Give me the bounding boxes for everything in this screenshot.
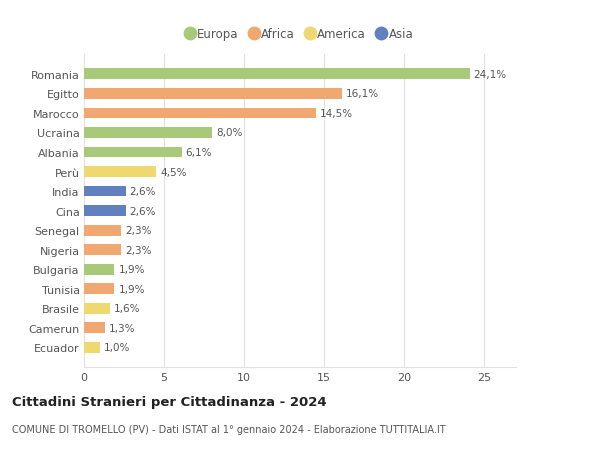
Bar	[84, 128, 212, 139]
Text: COMUNE DI TROMELLO (PV) - Dati ISTAT al 1° gennaio 2024 - Elaborazione TUTTITALI: COMUNE DI TROMELLO (PV) - Dati ISTAT al …	[12, 425, 446, 435]
Bar	[84, 206, 125, 217]
Bar	[84, 69, 470, 80]
Legend: Europa, Africa, America, Asia: Europa, Africa, America, Asia	[182, 23, 418, 46]
Text: 1,3%: 1,3%	[109, 323, 136, 333]
Text: 2,6%: 2,6%	[130, 206, 156, 216]
Bar	[84, 342, 100, 353]
Bar	[84, 323, 105, 334]
Bar	[84, 186, 125, 197]
Bar	[84, 303, 110, 314]
Text: 4,5%: 4,5%	[160, 167, 187, 177]
Text: 24,1%: 24,1%	[473, 70, 507, 79]
Text: 8,0%: 8,0%	[216, 128, 242, 138]
Text: 2,3%: 2,3%	[125, 245, 151, 255]
Text: 14,5%: 14,5%	[320, 109, 353, 118]
Bar	[84, 245, 121, 256]
Bar	[84, 147, 182, 158]
Text: 6,1%: 6,1%	[185, 148, 212, 157]
Text: 1,0%: 1,0%	[104, 343, 130, 353]
Bar	[84, 89, 341, 100]
Bar	[84, 284, 115, 295]
Text: 2,6%: 2,6%	[130, 187, 156, 196]
Text: 1,9%: 1,9%	[118, 284, 145, 294]
Bar	[84, 108, 316, 119]
Bar	[84, 264, 115, 275]
Text: 1,9%: 1,9%	[118, 265, 145, 274]
Text: 2,3%: 2,3%	[125, 226, 151, 235]
Bar	[84, 225, 121, 236]
Text: Cittadini Stranieri per Cittadinanza - 2024: Cittadini Stranieri per Cittadinanza - 2…	[12, 395, 326, 408]
Text: 1,6%: 1,6%	[113, 304, 140, 313]
Text: 16,1%: 16,1%	[346, 89, 379, 99]
Bar	[84, 167, 156, 178]
